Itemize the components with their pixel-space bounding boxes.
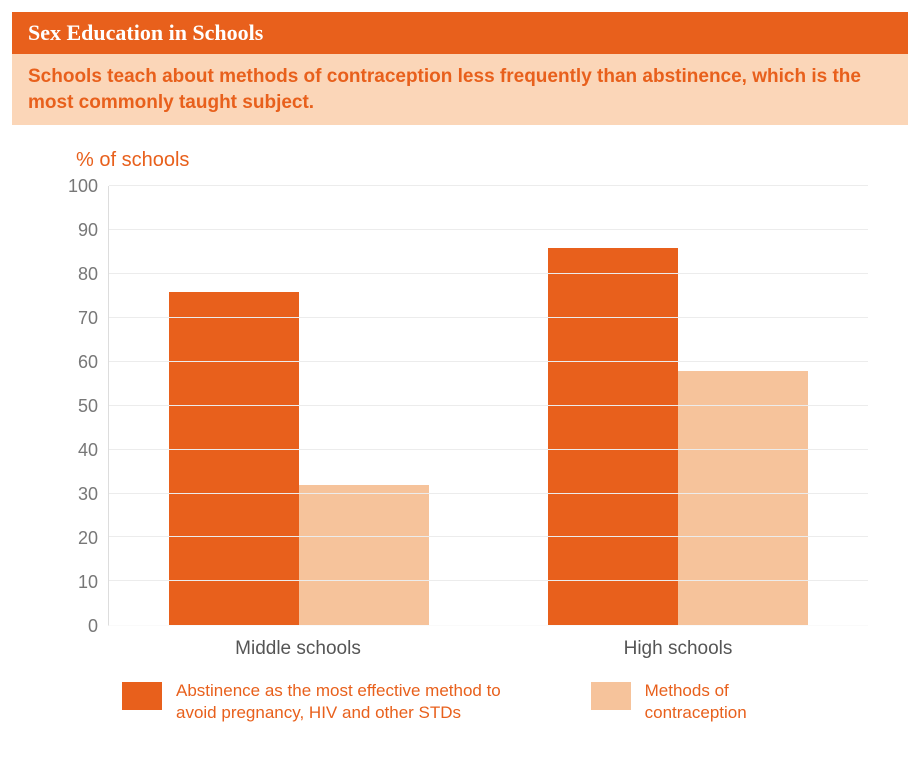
legend-label: Methods of contraception xyxy=(645,680,828,724)
bar-group xyxy=(109,186,489,625)
gridline xyxy=(109,229,868,230)
plot-area xyxy=(108,186,868,626)
gridline xyxy=(109,449,868,450)
legend-label: Abstinence as the most effective method … xyxy=(176,680,543,724)
bar xyxy=(678,371,808,626)
legend-item: Methods of contraception xyxy=(591,680,828,724)
x-category: High schools xyxy=(488,626,868,660)
gridline xyxy=(109,405,868,406)
gridline xyxy=(109,536,868,537)
chart-area: 1009080706050403020100 xyxy=(52,186,868,626)
gridline xyxy=(109,185,868,186)
header-title: Sex Education in Schools xyxy=(12,12,908,54)
bar xyxy=(169,292,299,626)
legend-swatch xyxy=(122,682,162,710)
x-category: Middle schools xyxy=(108,626,488,660)
gridline xyxy=(109,580,868,581)
y-axis-label: % of schools xyxy=(76,149,868,172)
y-axis: 1009080706050403020100 xyxy=(52,186,108,626)
legend: Abstinence as the most effective method … xyxy=(122,680,828,724)
chart-card: Sex Education in Schools Schools teach a… xyxy=(0,0,920,746)
bar xyxy=(548,248,678,626)
gridline xyxy=(109,273,868,274)
chart-region: % of schools 1009080706050403020100 Midd… xyxy=(12,125,908,734)
x-axis: Middle schoolsHigh schools xyxy=(108,626,868,660)
gridline xyxy=(109,317,868,318)
gridline xyxy=(109,361,868,362)
gridline xyxy=(109,493,868,494)
bar-group xyxy=(489,186,869,625)
legend-swatch xyxy=(591,682,631,710)
legend-item: Abstinence as the most effective method … xyxy=(122,680,543,724)
bar xyxy=(299,485,429,625)
header-subtitle: Schools teach about methods of contracep… xyxy=(12,54,908,125)
bars-layer xyxy=(109,186,868,625)
